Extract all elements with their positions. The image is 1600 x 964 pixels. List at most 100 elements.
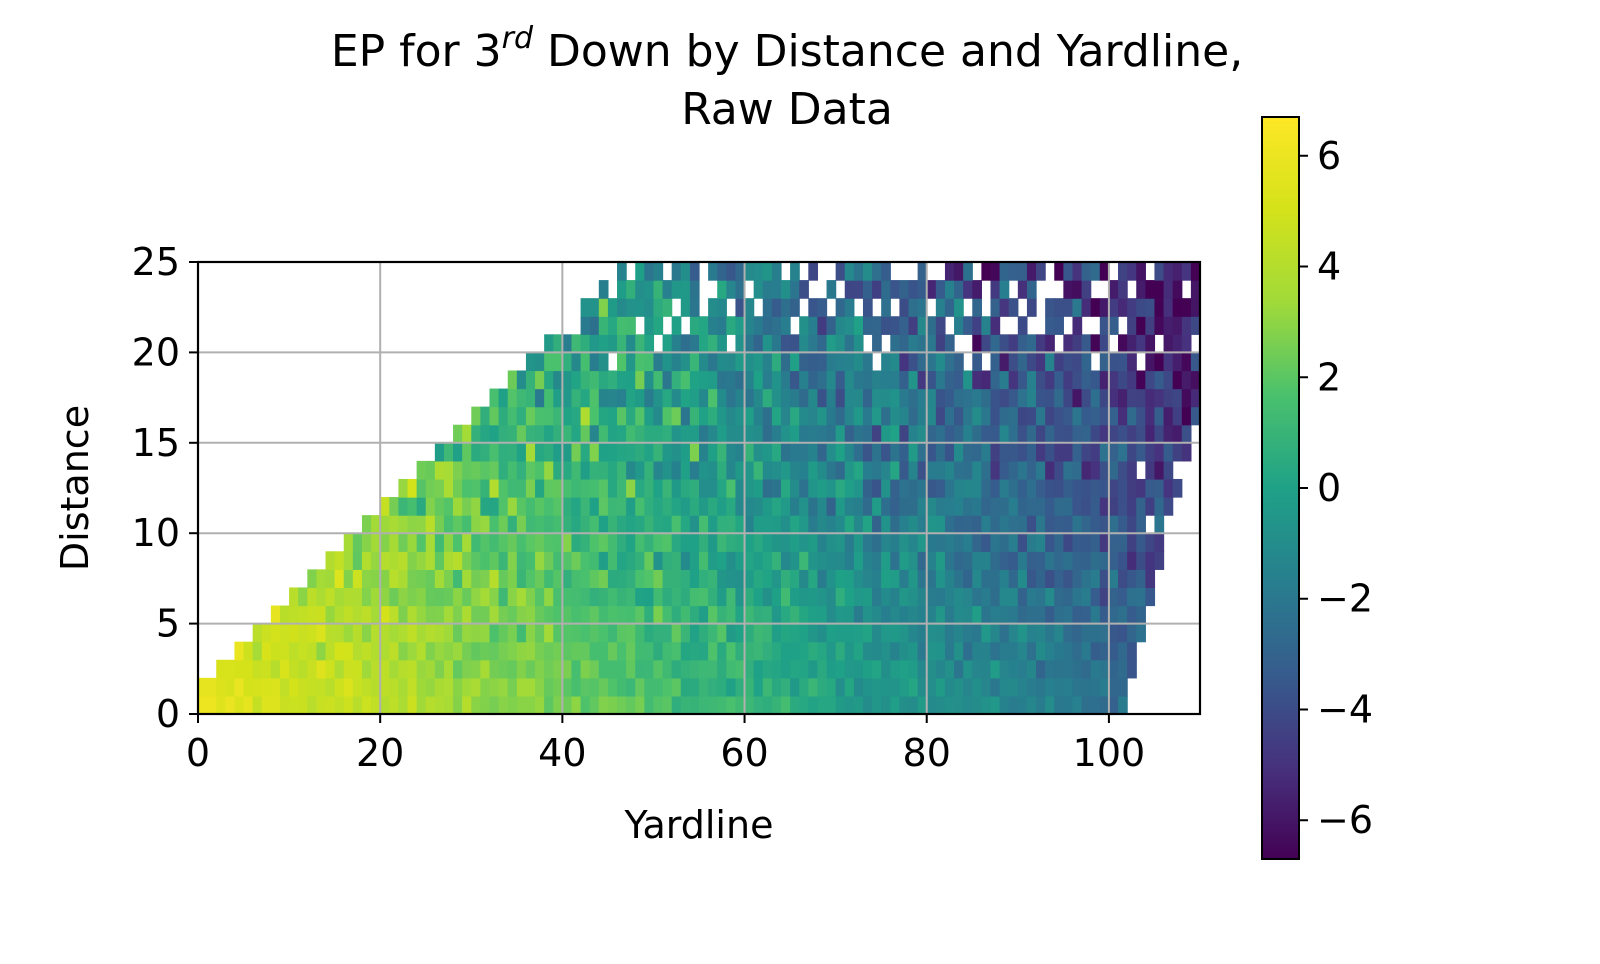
heatmap-cell — [717, 677, 727, 697]
heatmap-cell — [1063, 280, 1074, 299]
heatmap-cell — [626, 424, 636, 444]
heatmap-cell — [489, 478, 500, 498]
heatmap-cell — [780, 388, 791, 408]
heatmap-cell — [735, 334, 746, 353]
heatmap-cell — [1081, 587, 1092, 607]
heatmap-cell — [425, 569, 436, 589]
heatmap-cell — [1127, 569, 1137, 589]
heatmap-cell — [899, 695, 910, 715]
heatmap-cell — [598, 442, 609, 462]
heatmap-cell — [726, 515, 737, 534]
heatmap-cell — [726, 695, 737, 715]
heatmap-cell — [1136, 334, 1146, 353]
heatmap-cell — [862, 497, 873, 516]
heatmap-cell — [1036, 352, 1046, 372]
heatmap-cell — [844, 370, 855, 390]
heatmap-cell — [434, 460, 445, 480]
heatmap-cell — [316, 569, 327, 589]
heatmap-cell — [1036, 623, 1046, 643]
heatmap-cell — [935, 623, 946, 643]
heatmap-cell — [1154, 262, 1165, 281]
heatmap-cell — [1172, 316, 1183, 335]
heatmap-cell — [562, 569, 573, 589]
heatmap-cell — [1008, 587, 1019, 607]
heatmap-cell — [935, 424, 946, 444]
heatmap-cell — [744, 460, 755, 480]
heatmap-cell — [480, 551, 491, 570]
heatmap-cell — [735, 641, 746, 661]
heatmap-cell — [1181, 262, 1192, 281]
heatmap-cell — [881, 460, 891, 480]
heatmap-cell — [1154, 442, 1165, 462]
heatmap-cell — [935, 569, 946, 589]
heatmap-cell — [1163, 280, 1174, 299]
heatmap-cell — [352, 551, 363, 570]
heatmap-cell — [1072, 677, 1083, 697]
heatmap-cell — [1063, 695, 1074, 715]
heatmap-cell — [1127, 533, 1137, 552]
heatmap-cell — [999, 460, 1010, 480]
heatmap-cell — [480, 533, 491, 552]
heatmap-cell — [1127, 424, 1137, 444]
heatmap-cell — [525, 497, 536, 516]
heatmap-cell — [507, 695, 518, 715]
heatmap-cell — [808, 677, 819, 697]
heatmap-cell — [589, 551, 600, 570]
heatmap-cell — [699, 641, 709, 661]
heatmap-cell — [562, 677, 573, 697]
heatmap-cell — [699, 334, 709, 353]
heatmap-cell — [498, 424, 509, 444]
heatmap-cell — [389, 515, 399, 534]
heatmap-cell — [726, 641, 737, 661]
heatmap-cell — [489, 460, 500, 480]
heatmap-cell — [635, 262, 645, 281]
heatmap-cell — [990, 677, 1001, 697]
heatmap-cell — [525, 424, 536, 444]
heatmap-cell — [635, 677, 645, 697]
heatmap-cell — [917, 406, 928, 426]
heatmap-cell — [644, 316, 655, 335]
heatmap-cell — [671, 280, 682, 299]
heatmap-cell — [908, 298, 919, 317]
heatmap-cell — [544, 641, 554, 661]
heatmap-cell — [1181, 316, 1192, 335]
heatmap-cell — [890, 316, 900, 335]
heatmap-cell — [954, 262, 964, 281]
heatmap-cell — [443, 659, 454, 679]
heatmap-cell — [862, 623, 873, 643]
heatmap-cell — [1090, 388, 1101, 408]
heatmap-cell — [771, 497, 782, 516]
heatmap-cell — [853, 533, 864, 552]
heatmap-cell — [1008, 298, 1019, 317]
heatmap-cell — [1054, 262, 1064, 281]
heatmap-cell — [1099, 569, 1110, 589]
heatmap-cell — [598, 406, 609, 426]
heatmap-cell — [944, 352, 955, 372]
heatmap-cell — [580, 334, 591, 353]
heatmap-cell — [1090, 262, 1101, 281]
heatmap-cell — [999, 298, 1010, 317]
heatmap-cell — [525, 677, 536, 697]
heatmap-cell — [999, 262, 1010, 281]
heatmap-cell — [1063, 569, 1074, 589]
heatmap-cell — [1108, 370, 1119, 390]
heatmap-cell — [1136, 262, 1146, 281]
heatmap-cell — [908, 460, 919, 480]
heatmap-cell — [963, 388, 973, 408]
heatmap-cell — [999, 442, 1010, 462]
heatmap-cell — [498, 641, 509, 661]
heatmap-cell — [1063, 352, 1074, 372]
heatmap-cell — [1145, 298, 1156, 317]
heatmap-cell — [1154, 478, 1165, 498]
heatmap-cell — [780, 605, 791, 625]
heatmap-cell — [1099, 551, 1110, 570]
heatmap-cell — [689, 605, 700, 625]
heatmap-cell — [872, 551, 882, 570]
heatmap-cell — [726, 677, 737, 697]
heatmap-cell — [844, 623, 855, 643]
heatmap-cell — [708, 442, 718, 462]
heatmap-cell — [617, 424, 627, 444]
heatmap-cell — [1127, 515, 1137, 534]
heatmap-cell — [872, 515, 882, 534]
heatmap-cell — [735, 406, 746, 426]
